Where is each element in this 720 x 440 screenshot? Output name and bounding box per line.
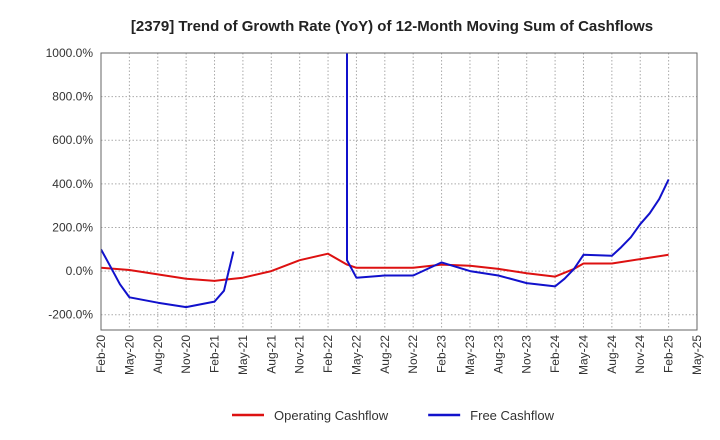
legend: Operating Cashflow Free Cashflow bbox=[232, 408, 555, 423]
x-tick-label: May-20 bbox=[122, 335, 136, 375]
x-tick-label: Aug-21 bbox=[264, 335, 278, 374]
x-tick-label: Aug-20 bbox=[151, 335, 165, 374]
y-tick-label: 600.0% bbox=[52, 133, 93, 147]
y-tick-label: 200.0% bbox=[52, 220, 93, 234]
x-tick-label: Nov-22 bbox=[406, 335, 420, 374]
x-tick-label: Feb-25 bbox=[662, 335, 676, 373]
x-tick-label: Aug-22 bbox=[378, 335, 392, 374]
x-tick-label: May-23 bbox=[463, 335, 477, 375]
x-tick-label: Feb-20 bbox=[94, 335, 108, 373]
x-tick-label: Nov-24 bbox=[633, 335, 647, 374]
chart-title: [2379] Trend of Growth Rate (YoY) of 12-… bbox=[131, 18, 653, 35]
grid bbox=[100, 52, 698, 330]
x-tick-label: Feb-22 bbox=[321, 335, 335, 373]
x-tick-label: May-24 bbox=[576, 335, 590, 375]
y-tick-label: 800.0% bbox=[52, 90, 93, 104]
x-tick-label: May-21 bbox=[236, 335, 250, 375]
x-tick-label: Nov-20 bbox=[179, 335, 193, 374]
x-tick-label: May-22 bbox=[349, 335, 363, 375]
x-axis-ticks: Feb-20 May-20 Aug-20 Nov-20 Feb-21 May-21 Aug-… bbox=[94, 335, 704, 375]
x-tick-label: Nov-21 bbox=[293, 335, 307, 374]
x-tick-label: Feb-23 bbox=[435, 335, 449, 373]
y-tick-label: 0.0% bbox=[66, 264, 94, 278]
y-tick-label: -200.0% bbox=[48, 308, 93, 322]
series-line-2 bbox=[346, 53, 670, 288]
x-tick-label: May-25 bbox=[690, 335, 704, 375]
series-line-2 bbox=[101, 248, 235, 309]
x-tick-label: Nov-23 bbox=[520, 335, 534, 374]
x-tick-label: Aug-24 bbox=[605, 335, 619, 374]
plot-area bbox=[100, 52, 698, 331]
y-axis-ticks: 1000.0% 800.0% 600.0% 400.0% 200.0% 0.0% -200.… bbox=[46, 46, 94, 322]
x-tick-label: Feb-24 bbox=[548, 335, 562, 373]
y-tick-label: 1000.0% bbox=[46, 46, 94, 60]
y-tick-label: 400.0% bbox=[52, 177, 93, 191]
legend-label-2: Free Cashflow bbox=[470, 408, 554, 423]
series-lines bbox=[101, 53, 670, 309]
legend-label-1: Operating Cashflow bbox=[274, 408, 389, 423]
x-tick-label: Feb-21 bbox=[208, 335, 222, 373]
x-tick-label: Aug-23 bbox=[491, 335, 505, 374]
